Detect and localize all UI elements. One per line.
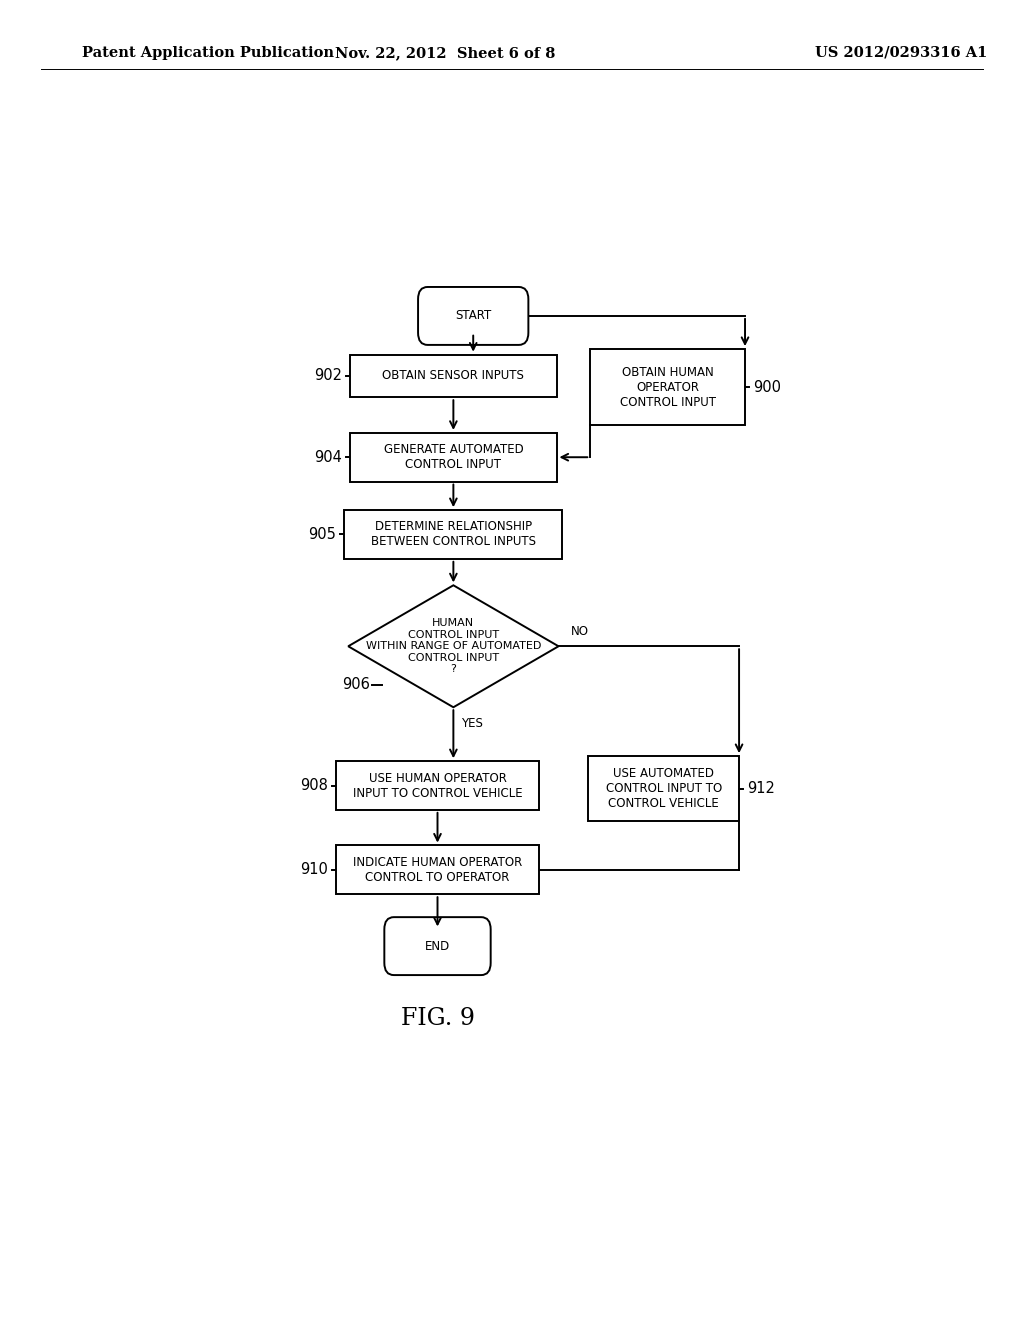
FancyBboxPatch shape <box>344 510 562 558</box>
FancyBboxPatch shape <box>590 348 745 425</box>
FancyBboxPatch shape <box>350 355 557 397</box>
Text: OBTAIN HUMAN
OPERATOR
CONTROL INPUT: OBTAIN HUMAN OPERATOR CONTROL INPUT <box>620 366 716 409</box>
Text: FIG. 9: FIG. 9 <box>400 1007 474 1031</box>
Text: OBTAIN SENSOR INPUTS: OBTAIN SENSOR INPUTS <box>382 370 524 383</box>
Text: NO: NO <box>570 626 589 638</box>
Text: YES: YES <box>461 718 483 730</box>
Text: 906: 906 <box>343 677 371 693</box>
Text: Nov. 22, 2012  Sheet 6 of 8: Nov. 22, 2012 Sheet 6 of 8 <box>335 46 556 59</box>
Text: INDICATE HUMAN OPERATOR
CONTROL TO OPERATOR: INDICATE HUMAN OPERATOR CONTROL TO OPERA… <box>353 855 522 884</box>
Text: 904: 904 <box>314 450 342 465</box>
FancyBboxPatch shape <box>418 286 528 345</box>
Text: USE HUMAN OPERATOR
INPUT TO CONTROL VEHICLE: USE HUMAN OPERATOR INPUT TO CONTROL VEHI… <box>352 771 522 800</box>
FancyBboxPatch shape <box>588 756 739 821</box>
Text: DETERMINE RELATIONSHIP
BETWEEN CONTROL INPUTS: DETERMINE RELATIONSHIP BETWEEN CONTROL I… <box>371 520 536 549</box>
Text: 912: 912 <box>748 781 775 796</box>
Text: US 2012/0293316 A1: US 2012/0293316 A1 <box>815 46 987 59</box>
Text: 902: 902 <box>314 368 342 383</box>
Text: Patent Application Publication: Patent Application Publication <box>82 46 334 59</box>
Text: END: END <box>425 940 451 953</box>
FancyBboxPatch shape <box>336 846 539 894</box>
Text: 900: 900 <box>753 380 781 395</box>
Text: 910: 910 <box>300 862 329 878</box>
Text: USE AUTOMATED
CONTROL INPUT TO
CONTROL VEHICLE: USE AUTOMATED CONTROL INPUT TO CONTROL V… <box>605 767 722 810</box>
FancyBboxPatch shape <box>350 433 557 482</box>
Text: 905: 905 <box>308 527 336 543</box>
Text: 908: 908 <box>300 777 329 793</box>
Text: HUMAN
CONTROL INPUT
WITHIN RANGE OF AUTOMATED
CONTROL INPUT
?: HUMAN CONTROL INPUT WITHIN RANGE OF AUTO… <box>366 618 541 675</box>
FancyBboxPatch shape <box>384 917 490 975</box>
Polygon shape <box>348 585 558 708</box>
Text: GENERATE AUTOMATED
CONTROL INPUT: GENERATE AUTOMATED CONTROL INPUT <box>384 444 523 471</box>
Text: START: START <box>455 309 492 322</box>
FancyBboxPatch shape <box>336 762 539 810</box>
